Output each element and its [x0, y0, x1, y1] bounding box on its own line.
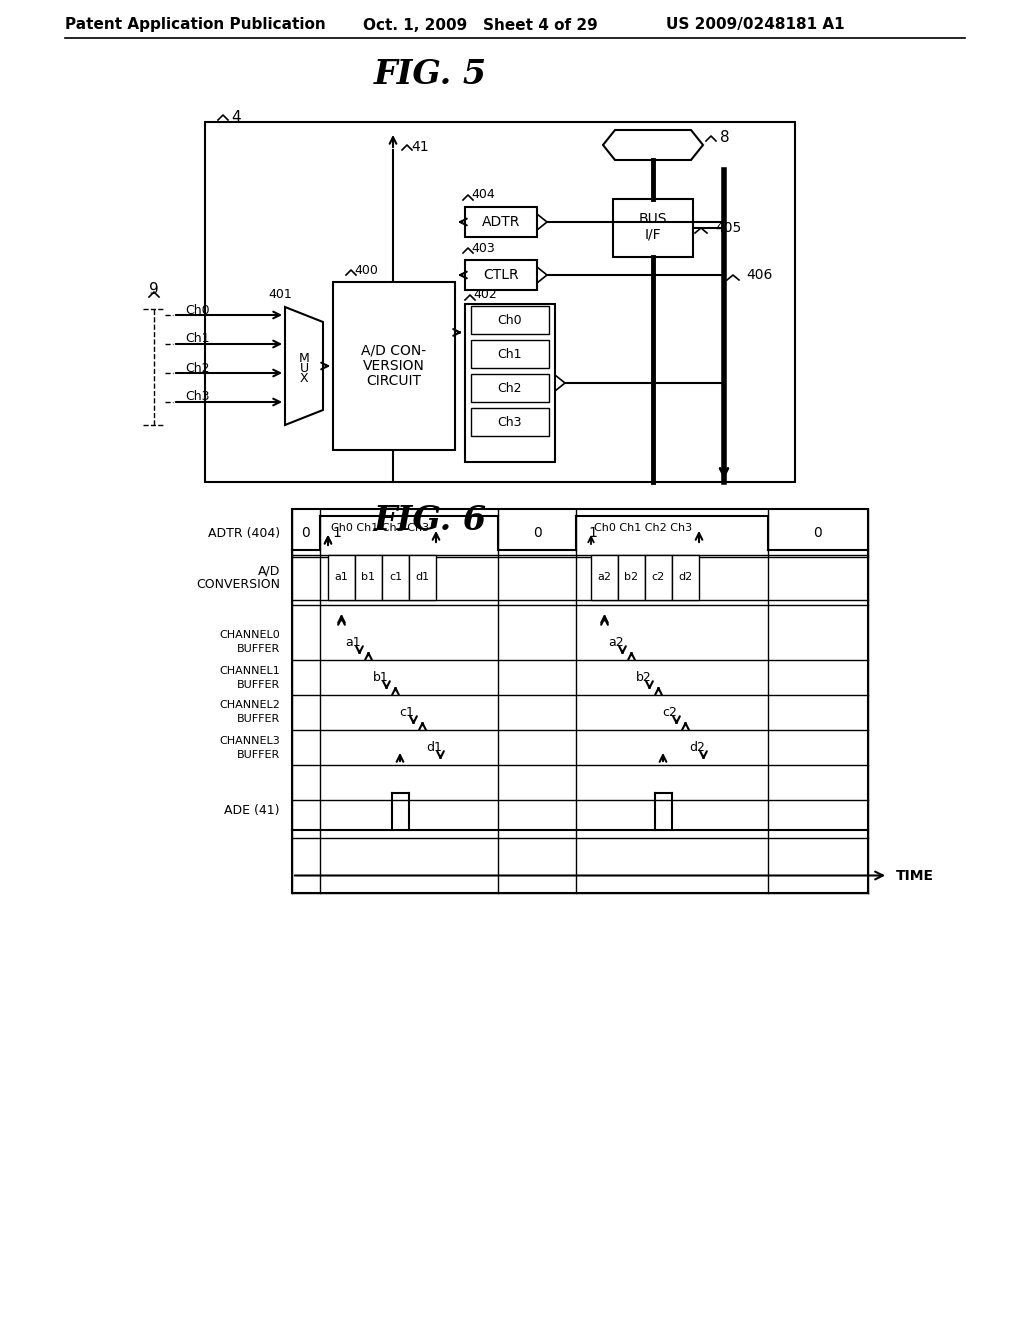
Text: b2: b2: [636, 671, 651, 684]
Text: d2: d2: [689, 741, 706, 754]
Text: b2: b2: [625, 573, 639, 582]
Text: CHANNEL2: CHANNEL2: [219, 701, 280, 710]
Text: b1: b1: [361, 573, 376, 582]
Bar: [328, 554, 355, 601]
Bar: [471, 306, 549, 334]
Text: c2: c2: [663, 706, 677, 719]
Text: Ch0 Ch1 Ch2 Ch3: Ch0 Ch1 Ch2 Ch3: [331, 523, 429, 533]
Text: 41: 41: [412, 140, 429, 154]
Text: c2: c2: [652, 573, 666, 582]
Text: 0: 0: [302, 525, 310, 540]
Bar: [465, 304, 555, 462]
Text: Ch3: Ch3: [185, 391, 210, 404]
Bar: [672, 554, 699, 601]
Text: Ch3: Ch3: [498, 416, 522, 429]
Text: 8: 8: [720, 129, 730, 144]
Text: 400: 400: [354, 264, 378, 276]
Text: 0: 0: [814, 525, 822, 540]
Text: CONVERSION: CONVERSION: [196, 578, 280, 591]
Text: CIRCUIT: CIRCUIT: [367, 374, 422, 388]
Bar: [618, 554, 645, 601]
Text: ADTR (404): ADTR (404): [208, 527, 280, 540]
Text: FIG. 5: FIG. 5: [374, 58, 486, 91]
Text: Ch0: Ch0: [498, 314, 522, 326]
Text: BUFFER: BUFFER: [237, 714, 280, 725]
Text: Ch2: Ch2: [498, 381, 522, 395]
Text: BUFFER: BUFFER: [237, 750, 280, 759]
Text: a2: a2: [608, 636, 624, 649]
Text: CHANNEL1: CHANNEL1: [219, 665, 280, 676]
Text: A/D: A/D: [258, 564, 280, 577]
Bar: [292, 510, 868, 894]
Bar: [205, 121, 795, 482]
Text: a1: a1: [345, 636, 361, 649]
Text: d2: d2: [678, 573, 692, 582]
Bar: [645, 554, 672, 601]
Bar: [333, 282, 455, 450]
Text: Sheet 4 of 29: Sheet 4 of 29: [482, 17, 597, 33]
Bar: [409, 554, 436, 601]
Text: b1: b1: [373, 671, 388, 684]
Text: Ch2: Ch2: [185, 362, 210, 375]
Bar: [355, 554, 382, 601]
Text: ADE (41): ADE (41): [224, 804, 280, 817]
Text: 402: 402: [473, 289, 497, 301]
Text: 9: 9: [150, 281, 159, 297]
Text: 405: 405: [715, 220, 741, 235]
Text: 1: 1: [332, 525, 341, 540]
Text: CHANNEL3: CHANNEL3: [219, 735, 280, 746]
Text: A/D CON-: A/D CON-: [361, 345, 427, 358]
Text: c1: c1: [389, 573, 402, 582]
Text: d1: d1: [416, 573, 429, 582]
Text: 401: 401: [268, 289, 292, 301]
Polygon shape: [285, 308, 323, 425]
Text: d1: d1: [427, 741, 442, 754]
Text: 4: 4: [231, 111, 241, 125]
Text: a1: a1: [335, 573, 348, 582]
Bar: [465, 260, 537, 290]
Text: M: M: [299, 351, 309, 364]
Bar: [591, 554, 618, 601]
Text: a2: a2: [597, 573, 611, 582]
Text: 1: 1: [588, 525, 597, 540]
Bar: [382, 554, 409, 601]
Text: c1: c1: [399, 706, 415, 719]
Text: 403: 403: [471, 242, 495, 255]
Text: BUFFER: BUFFER: [237, 680, 280, 689]
Text: VERSION: VERSION: [364, 359, 425, 374]
Text: X: X: [300, 371, 308, 384]
Text: ADTR: ADTR: [482, 215, 520, 228]
Bar: [471, 374, 549, 403]
Text: 404: 404: [471, 189, 495, 202]
Text: Ch1: Ch1: [185, 333, 210, 346]
Bar: [613, 199, 693, 257]
Text: BUFFER: BUFFER: [237, 644, 280, 655]
Text: FIG. 6: FIG. 6: [374, 503, 486, 536]
Text: I/F: I/F: [645, 228, 662, 242]
Text: CTLR: CTLR: [483, 268, 519, 282]
Text: CHANNEL0: CHANNEL0: [219, 631, 280, 640]
Text: US 2009/0248181 A1: US 2009/0248181 A1: [666, 17, 845, 33]
Text: TIME: TIME: [896, 869, 934, 883]
Text: U: U: [299, 362, 308, 375]
Text: BUS: BUS: [639, 213, 668, 226]
Bar: [465, 207, 537, 238]
Text: Oct. 1, 2009: Oct. 1, 2009: [362, 17, 467, 33]
Bar: [471, 341, 549, 368]
Text: Patent Application Publication: Patent Application Publication: [65, 17, 326, 33]
Text: Ch1: Ch1: [498, 347, 522, 360]
Bar: [471, 408, 549, 436]
Text: 406: 406: [746, 268, 772, 282]
Polygon shape: [603, 129, 703, 160]
Text: Ch0 Ch1 Ch2 Ch3: Ch0 Ch1 Ch2 Ch3: [594, 523, 692, 533]
Text: Ch0: Ch0: [185, 304, 210, 317]
Text: 0: 0: [532, 525, 542, 540]
